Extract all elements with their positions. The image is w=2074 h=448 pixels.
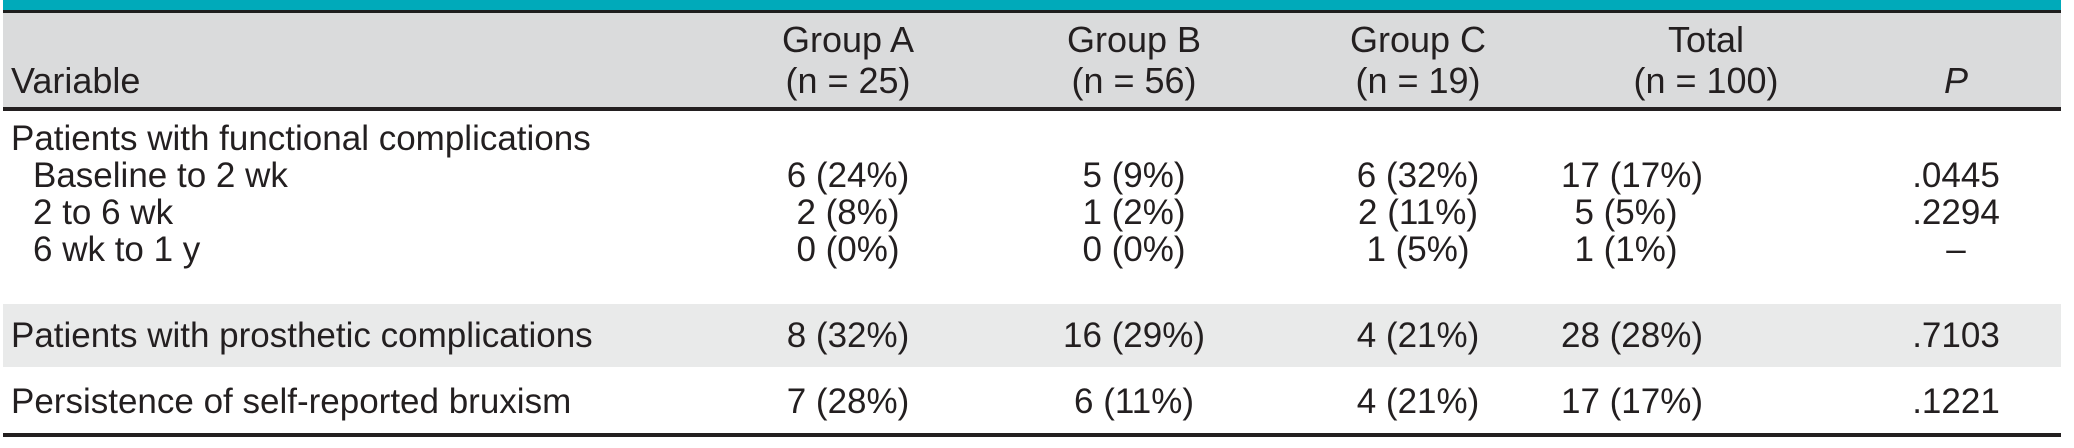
p-value-cell: .1221 (1912, 382, 2000, 421)
complications-table: Variable Group A (n = 25) Group B (n = 5… (3, 13, 2061, 437)
group-a-cell: 2 (8%) (796, 193, 900, 232)
column-header-label: P (1943, 60, 1968, 101)
group-a-cell: 0 (0%) (796, 230, 900, 269)
group-c-cell: 4 (21%) (1356, 382, 1480, 421)
total-cell: 5 (5%) (1574, 193, 1678, 232)
column-header-line2: (n = 19) (1355, 60, 1481, 101)
column-header-line1: Total (1667, 19, 1745, 60)
group-c-cell: 4 (21%) (1275, 304, 1561, 367)
column-header-label: Variable (11, 60, 141, 101)
group-b-cell: 5 (9%) (1082, 156, 1186, 195)
group-b-cell: 6 (11%) (1074, 382, 1194, 421)
table-row-baseline-2wk: Baseline to 2 wk 6 (24%) 5 (9%) 6 (32%) … (3, 157, 2061, 194)
group-a-cell: 7 (28%) (786, 382, 910, 421)
column-header-p-value: P (1851, 13, 2061, 111)
p-value-cell: – (1946, 230, 1966, 269)
group-b-cell: 0 (0%) (1082, 230, 1186, 269)
total-cell: 17 (17%) (1561, 156, 1704, 195)
p-value-cell: .7103 (1851, 304, 2061, 367)
table-accent-bar (3, 0, 2061, 10)
column-header-group-c: Group C (n = 19) (1275, 13, 1561, 111)
variable-cell: Persistence of self-reported bruxism (11, 382, 572, 421)
group-a-cell: 6 (24%) (786, 156, 910, 195)
total-cell: 17 (17%) (1561, 382, 1704, 421)
group-b-cell: 16 (29%) (993, 304, 1275, 367)
table-container: Variable Group A (n = 25) Group B (n = 5… (3, 0, 2061, 437)
table-top-rule (3, 10, 2061, 13)
p-value-cell: .0445 (1912, 156, 2000, 195)
group-c-cell: 6 (32%) (1356, 156, 1480, 195)
group-b-cell (993, 109, 1275, 157)
group-c-cell (1275, 109, 1561, 157)
total-cell: 1 (1%) (1574, 230, 1678, 269)
total-cell (1561, 109, 1851, 157)
group-c-cell: 1 (5%) (1366, 230, 1470, 269)
table-row-bruxism: Persistence of self-reported bruxism 7 (… (3, 367, 2061, 435)
column-header-group-b: Group B (n = 56) (993, 13, 1275, 111)
column-header-line2: (n = 25) (785, 60, 911, 101)
column-header-line1: Group B (1066, 19, 1202, 60)
group-b-cell: 1 (2%) (1082, 193, 1186, 232)
table-row-prosthetic: Patients with prosthetic complications 8… (3, 304, 2061, 367)
column-header-total: Total (n = 100) (1561, 13, 1851, 111)
column-header-line2: (n = 100) (1633, 60, 1779, 101)
variable-cell: Patients with functional complications (11, 119, 591, 158)
header-row: Variable Group A (n = 25) Group B (n = 5… (3, 13, 2061, 111)
column-header-variable: Variable (3, 13, 703, 111)
table-row-2-6wk: 2 to 6 wk 2 (8%) 1 (2%) 2 (11%) 5 (5%) .… (3, 194, 2061, 231)
variable-cell: Patients with prosthetic complications (3, 304, 703, 367)
total-cell: 28 (28%) (1561, 304, 1851, 367)
table-row-6wk-1y: 6 wk to 1 y 0 (0%) 0 (0%) 1 (5%) 1 (1%) … (3, 231, 2061, 304)
variable-cell: Baseline to 2 wk (33, 156, 288, 195)
group-a-cell (703, 109, 993, 157)
column-header-group-a: Group A (n = 25) (703, 13, 993, 111)
variable-cell: 2 to 6 wk (33, 193, 174, 232)
group-a-cell: 8 (32%) (703, 304, 993, 367)
column-header-line2: (n = 56) (1071, 60, 1197, 101)
p-value-cell: .2294 (1912, 193, 2000, 232)
column-header-line1: Group A (781, 19, 915, 60)
table-row-section-functional: Patients with functional complications (3, 109, 2061, 157)
group-c-cell: 2 (11%) (1358, 193, 1478, 232)
column-header-line1: Group C (1349, 19, 1487, 60)
variable-cell: 6 wk to 1 y (33, 230, 201, 269)
p-value-cell (1851, 109, 2061, 157)
